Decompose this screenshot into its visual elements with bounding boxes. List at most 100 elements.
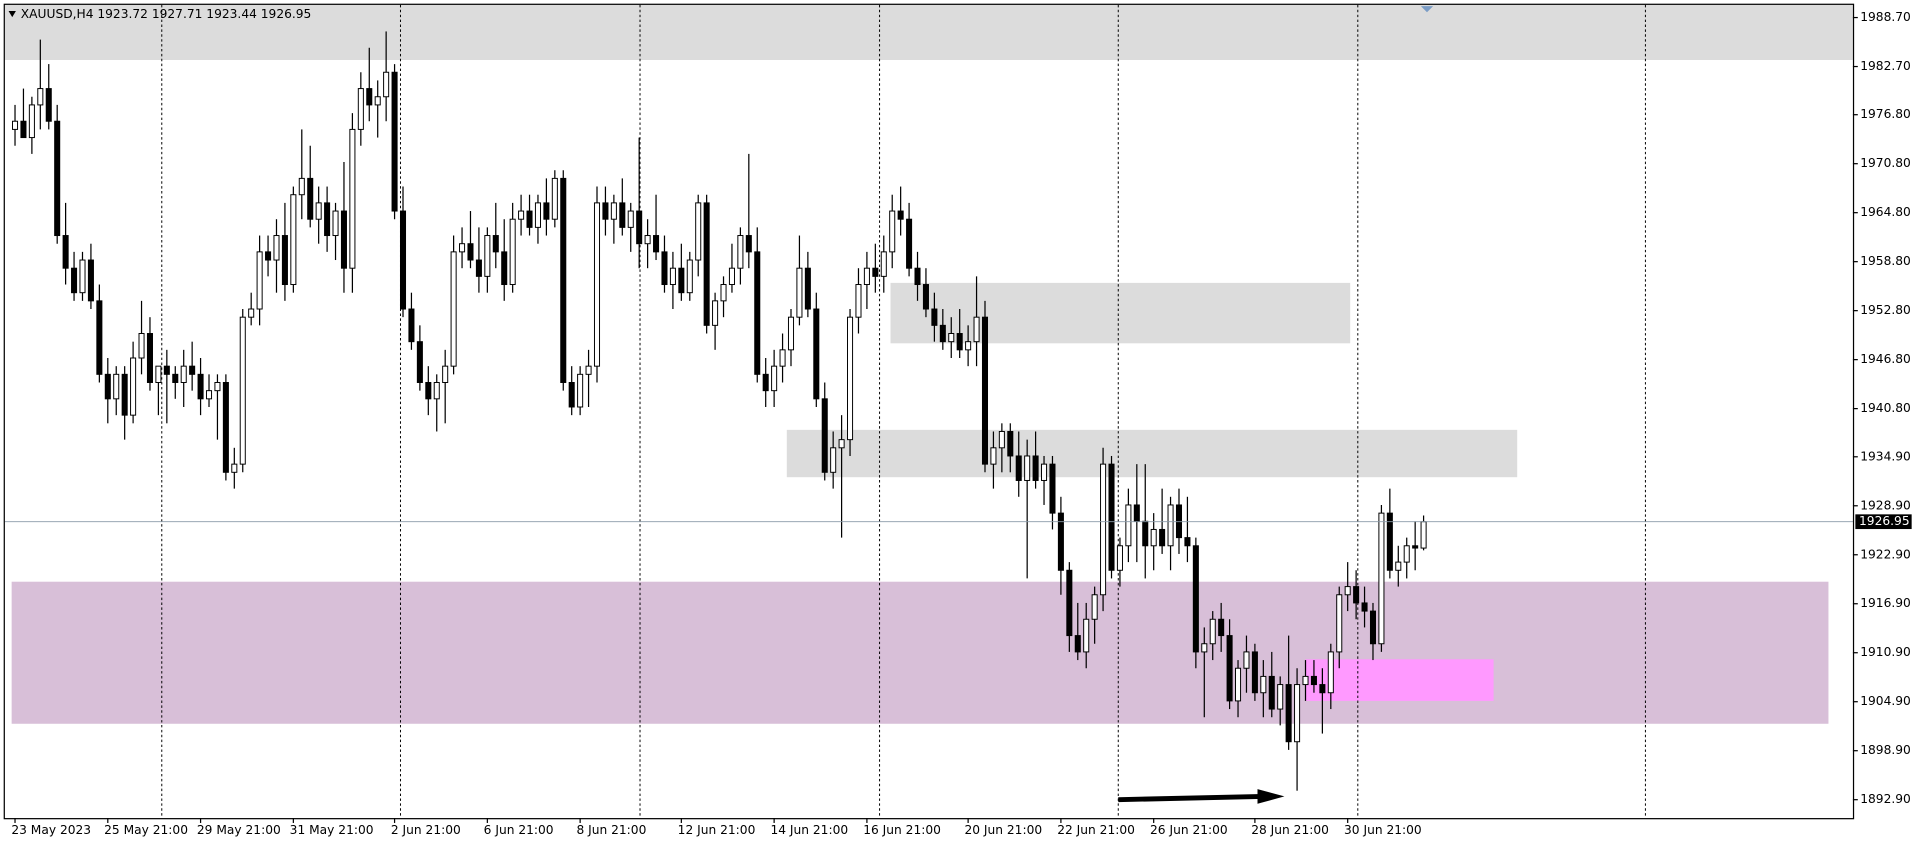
candle-body: [222, 382, 229, 473]
candle-body: [1277, 684, 1284, 710]
x-tick-label: 14 Jun 21:00: [770, 823, 848, 837]
candle-body: [11, 120, 19, 130]
candles: [11, 31, 1427, 791]
candle-body: [87, 259, 94, 302]
x-tick-label: 31 May 21:00: [290, 823, 374, 837]
candle-body: [71, 267, 78, 294]
x-tick-label: 22 Jun 21:00: [1057, 823, 1135, 837]
candle-body: [551, 177, 558, 220]
x-tick-label: 29 May 21:00: [197, 823, 281, 837]
candle-body: [703, 202, 710, 326]
candle-body: [728, 267, 735, 286]
x-tick-label: 30 Jun 21:00: [1344, 823, 1422, 837]
candle-body: [1015, 455, 1022, 481]
candle-body: [391, 71, 398, 212]
candle-body: [855, 284, 862, 318]
candle-body: [830, 447, 837, 473]
bid-label: 1926.95: [1859, 514, 1910, 528]
candle-body: [45, 88, 52, 122]
candle-body: [610, 202, 617, 220]
candle-body: [1403, 545, 1410, 563]
candle-body: [1209, 618, 1216, 645]
candle-body: [821, 398, 828, 473]
candle-body: [1395, 561, 1402, 571]
candle-body: [28, 104, 35, 139]
y-tick-label: 1940.80: [1860, 401, 1911, 415]
candle-body: [37, 88, 44, 106]
candle-body: [113, 373, 120, 400]
candle-body: [172, 373, 179, 383]
candle-body: [1024, 455, 1031, 481]
candle-body: [534, 202, 541, 228]
y-tick-label: 1928.90: [1860, 498, 1911, 512]
candle-body: [509, 218, 516, 286]
candle-body: [914, 267, 921, 286]
candle-body: [501, 251, 508, 286]
candle-body: [290, 194, 297, 286]
candle-body: [644, 235, 651, 245]
candle-body: [619, 202, 626, 228]
bid-label-bg: [1855, 514, 1912, 530]
y-tick-label: 1970.80: [1860, 156, 1911, 170]
candle-body: [130, 357, 137, 416]
candle-body: [897, 210, 904, 220]
candle-body: [96, 300, 103, 375]
symbol-menu-icon[interactable]: [8, 11, 16, 18]
candle-body: [880, 251, 887, 277]
candle-body: [180, 365, 187, 383]
candle-body: [1049, 463, 1056, 514]
candle-body: [577, 373, 584, 408]
candle-body: [248, 308, 255, 318]
x-tick-label: 8 Jun 21:00: [576, 823, 646, 837]
candle-body: [1420, 521, 1427, 549]
candle-body: [939, 324, 946, 343]
candle-body: [804, 267, 811, 310]
y-tick-label: 1988.70: [1860, 10, 1911, 24]
candle-body: [1007, 430, 1014, 457]
candle-body: [1386, 512, 1393, 571]
y-tick-label: 1964.80: [1860, 205, 1911, 219]
candle-body: [138, 333, 145, 359]
zone: [786, 429, 1518, 478]
candle-body: [1091, 594, 1098, 620]
candle-body: [307, 177, 314, 220]
candle-body: [1032, 455, 1039, 481]
candle-body: [1319, 684, 1326, 694]
candle-body: [1159, 528, 1166, 547]
candle-body: [20, 120, 27, 139]
y-tick-label: 1904.90: [1860, 694, 1911, 708]
candle-body: [543, 202, 550, 220]
candle-body: [981, 316, 989, 465]
y-tick-label: 1952.80: [1860, 303, 1911, 317]
candle-body: [1041, 463, 1048, 481]
candle-body: [1378, 512, 1385, 645]
candle-body: [1108, 463, 1115, 571]
candle-body: [1412, 545, 1419, 549]
candle-body: [155, 365, 162, 383]
candle-body: [349, 128, 356, 269]
candle-body: [332, 210, 339, 237]
candle-body: [965, 341, 972, 351]
plot-frame: [3, 3, 1855, 820]
candle-body: [922, 284, 929, 310]
candle-body: [956, 333, 963, 351]
candle-body: [459, 243, 466, 253]
candle-body: [906, 218, 913, 269]
y-tick-label: 1910.90: [1860, 645, 1911, 659]
shift-marker[interactable]: [1420, 6, 1434, 13]
candle-body: [779, 349, 786, 367]
candle-body: [1226, 635, 1233, 702]
candle-body: [669, 267, 676, 286]
y-tick-label: 1922.90: [1860, 547, 1911, 561]
y-tick-label: 1982.70: [1860, 59, 1911, 73]
candle-body: [771, 365, 778, 392]
candle-body: [475, 259, 482, 277]
candle-body: [1066, 569, 1073, 637]
x-tick-label: 16 Jun 21:00: [863, 823, 941, 837]
candle-body: [62, 235, 69, 269]
candle-body: [1336, 594, 1343, 653]
candle-body: [239, 316, 246, 465]
candle-body: [484, 235, 491, 277]
